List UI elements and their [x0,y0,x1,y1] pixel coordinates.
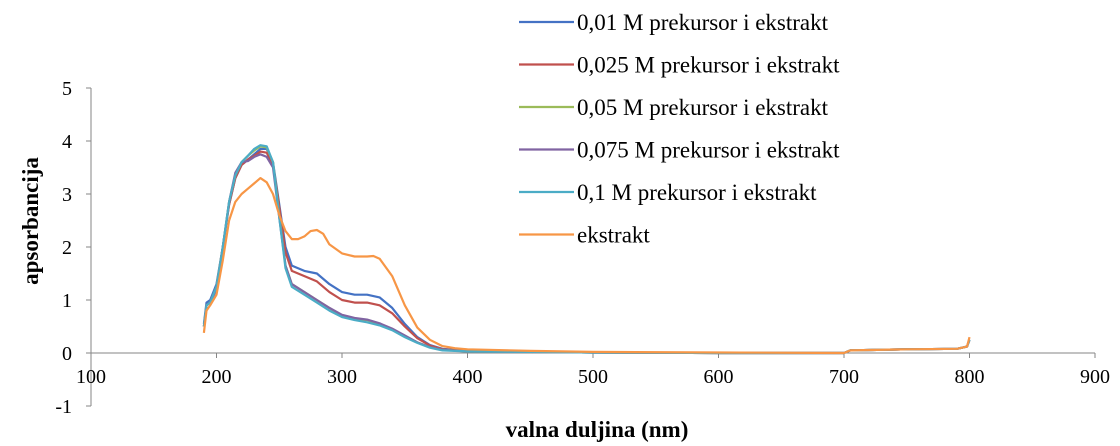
x-tick-label: 900 [1080,366,1110,388]
legend-label: 0,1 M prekursor i ekstrakt [577,180,817,205]
y-tick-label: -1 [55,396,72,418]
x-tick-label: 100 [76,366,106,388]
x-tick-label: 300 [327,366,357,388]
y-tick-label: 1 [62,290,72,312]
series-line [202,145,971,355]
legend-label: 0,01 M prekursor i ekstrakt [577,10,829,35]
x-tick-label: 800 [955,366,985,388]
y-tick-label: 0 [62,343,72,365]
y-tick-labels: -1 0 1 2 3 4 5 [55,78,91,418]
y-tick-label: 5 [62,78,72,100]
x-axis-title: valna duljina (nm) [506,417,689,442]
series-lines [202,144,971,355]
x-tick-label: 600 [704,366,734,388]
x-tick-labels: 100 200 300 400 500 600 700 800 900 [76,353,1110,388]
x-tick-label: 500 [578,366,608,388]
y-axis-title: apsorbancija [18,157,43,285]
x-tick-label: 700 [829,366,859,388]
legend-label: 0,075 M prekursor i ekstrakt [577,138,840,163]
series-line [202,177,971,355]
y-tick-label: 4 [62,131,72,153]
legend-label: ekstrakt [577,223,650,248]
x-tick-label: 200 [202,366,232,388]
x-tick-label: 400 [453,366,483,388]
plot-area: 100 200 300 400 500 600 700 800 900 -1 0 1 2 3 4 5 [55,78,1110,418]
legend-label: 0,025 M prekursor i ekstrakt [577,53,840,78]
legend-label: 0,05 M prekursor i ekstrakt [577,95,829,120]
y-tick-label: 3 [62,184,72,206]
series-line [202,144,971,355]
legend: 0,01 M prekursor i ekstrakt 0,025 M preku… [519,10,840,248]
y-tick-label: 2 [62,237,72,259]
